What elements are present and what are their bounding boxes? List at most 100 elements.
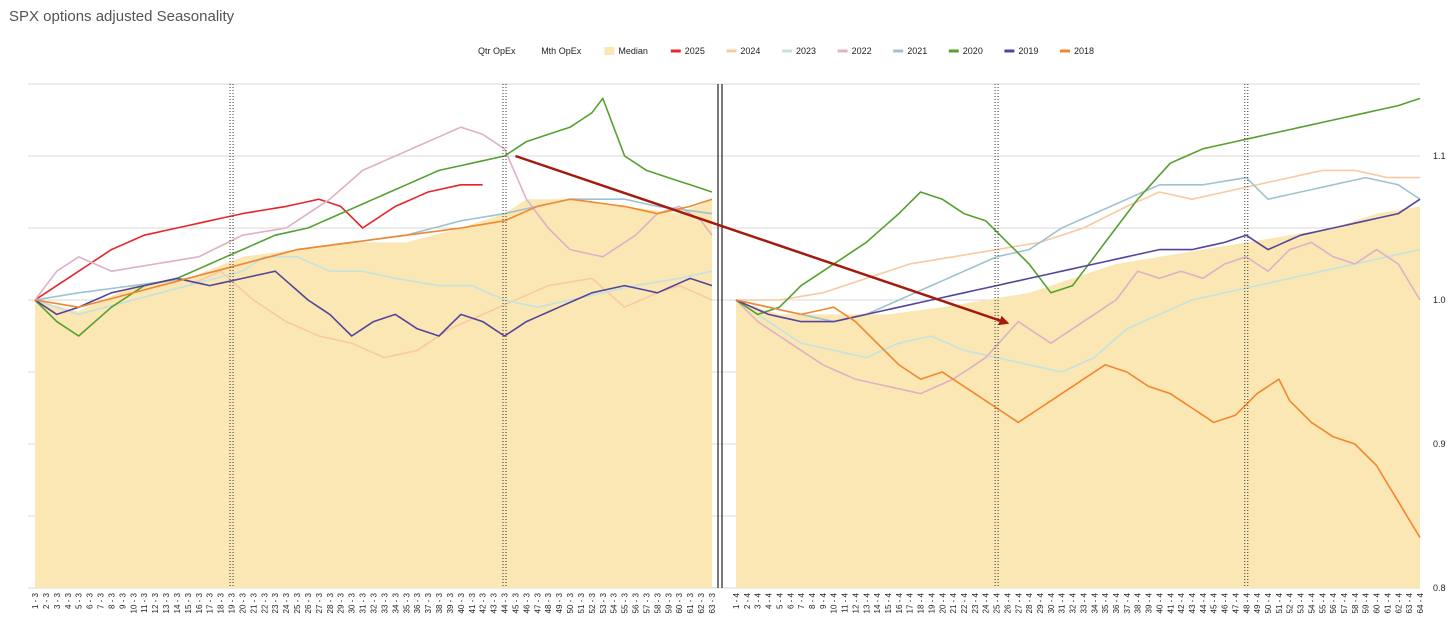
- x-tick-label: 5 - 3: [75, 592, 84, 609]
- x-tick-label: 57 - 3: [643, 592, 652, 613]
- legend-item-qtr-opex[interactable]: Qtr OpEx: [478, 46, 516, 56]
- x-tick-label: 10 - 3: [129, 592, 138, 613]
- x-tick-label: 11 - 3: [140, 592, 149, 612]
- x-tick-label: 58 - 3: [653, 592, 662, 613]
- x-tick-label: 63 - 4: [1405, 592, 1414, 613]
- x-tick-label: 14 - 3: [173, 592, 182, 613]
- x-tick-label: 18 - 4: [917, 592, 926, 613]
- x-tick-label: 17 - 3: [206, 592, 215, 613]
- legend-item-2022[interactable]: 2022: [837, 46, 872, 56]
- x-tick-label: 60 - 4: [1373, 592, 1382, 613]
- x-tick-label: 60 - 3: [675, 592, 684, 613]
- x-tick-label: 21 - 3: [249, 592, 258, 613]
- x-tick-label: 53 - 3: [599, 592, 608, 613]
- x-tick-label: 38 - 4: [1134, 592, 1143, 613]
- x-tick-label: 34 - 3: [391, 592, 400, 613]
- x-tick-label: 36 - 4: [1112, 592, 1121, 613]
- x-tick-label: 2 - 3: [42, 592, 51, 609]
- legend-item-2019[interactable]: 2019: [1004, 46, 1038, 56]
- x-tick-label: 3 - 3: [53, 592, 62, 609]
- x-tick-label: 8 - 3: [107, 592, 116, 609]
- x-tick-label: 52 - 3: [588, 592, 597, 613]
- series-2025-q3: [34, 184, 483, 301]
- x-tick-label: 43 - 3: [490, 592, 499, 613]
- x-tick-label: 48 - 3: [544, 592, 553, 613]
- x-tick-label: 62 - 3: [697, 592, 706, 613]
- x-tick-label: 37 - 3: [424, 592, 433, 613]
- x-tick-label: 32 - 4: [1069, 592, 1078, 613]
- x-tick-label: 49 - 3: [555, 592, 564, 613]
- x-tick-label: 9 - 3: [118, 592, 127, 609]
- x-tick-label: 23 - 4: [971, 592, 980, 613]
- x-tick-label: 47 - 3: [533, 592, 542, 613]
- x-tick-label: 35 - 3: [402, 592, 411, 613]
- x-tick-label: 61 - 4: [1383, 592, 1392, 613]
- legend-item-2025[interactable]: 2025: [670, 46, 705, 56]
- x-tick-label: 34 - 4: [1090, 592, 1099, 613]
- x-tick-label: 61 - 3: [686, 592, 695, 613]
- legend-item-2021[interactable]: 2021: [893, 46, 927, 56]
- x-tick-label: 54 - 4: [1307, 592, 1316, 613]
- series-2018-q4: [735, 299, 1421, 539]
- x-tick-label: 28 - 3: [326, 592, 335, 613]
- x-tick-label: 6 - 3: [86, 592, 95, 609]
- x-tick-label: 59 - 3: [664, 592, 673, 613]
- x-tick-label: 1 - 3: [31, 592, 40, 609]
- x-tick-label: 53 - 4: [1297, 592, 1306, 613]
- series-2020-q4: [735, 97, 1421, 316]
- x-tick-label: 42 - 4: [1177, 592, 1186, 613]
- x-tick-label: 37 - 4: [1123, 592, 1132, 613]
- x-tick-label: 15 - 4: [884, 592, 893, 613]
- x-tick-label: 19 - 4: [927, 592, 936, 613]
- series-2019-q3: [34, 270, 713, 337]
- x-tick-label: 62 - 4: [1394, 592, 1403, 613]
- x-tick-label: 4 - 3: [64, 592, 73, 609]
- chart-title: SPX options adjusted Seasonality: [9, 8, 235, 25]
- x-tick-label: 8 - 4: [808, 592, 817, 609]
- x-tick-label: 35 - 4: [1101, 592, 1110, 613]
- legend-item-2024[interactable]: 2024: [726, 46, 760, 56]
- x-tick-label: 12 - 4: [851, 592, 860, 613]
- x-tick-label: 40 - 4: [1155, 592, 1164, 613]
- x-tick-label: 33 - 4: [1079, 592, 1088, 613]
- x-tick-label: 3 - 4: [754, 592, 763, 609]
- series-2023-q3: [34, 256, 713, 316]
- x-tick-label: 1 - 4: [732, 592, 741, 609]
- y-tick-label: 1.1: [1433, 151, 1446, 161]
- legend-label: Qtr OpEx: [478, 46, 516, 56]
- x-tick-label: 18 - 3: [217, 592, 226, 613]
- x-tick-label: 40 - 3: [457, 592, 466, 613]
- x-tick-label: 7 - 3: [97, 592, 106, 609]
- x-tick-label: 56 - 3: [632, 592, 641, 613]
- x-tick-label: 2 - 4: [743, 592, 752, 609]
- x-tick-label: 31 - 3: [359, 592, 368, 613]
- x-tick-label: 63 - 3: [708, 592, 717, 613]
- x-tick-label: 23 - 3: [271, 592, 280, 613]
- x-tick-label: 20 - 3: [239, 592, 248, 613]
- x-tick-label: 22 - 4: [960, 592, 969, 613]
- trend-arrow: [515, 154, 1010, 326]
- x-tick-label: 27 - 4: [1014, 592, 1023, 613]
- x-tick-label: 48 - 4: [1242, 592, 1251, 613]
- x-tick-label: 43 - 4: [1188, 592, 1197, 613]
- legend-item-mth-opex[interactable]: Mth OpEx: [541, 46, 582, 56]
- x-tick-label: 55 - 3: [621, 592, 630, 613]
- x-tick-label: 46 - 4: [1221, 592, 1230, 613]
- legend-item-median[interactable]: Median: [604, 46, 648, 56]
- y-tick-label: 1.0: [1433, 295, 1446, 305]
- legend-item-2020[interactable]: 2020: [948, 46, 983, 56]
- x-tick-label: 17 - 4: [906, 592, 915, 613]
- series-2022-q3: [34, 126, 713, 301]
- x-tick-label: 14 - 4: [873, 592, 882, 613]
- series-2022-q4: [735, 241, 1421, 395]
- series-2023-q4: [735, 248, 1421, 373]
- plot-layer: [34, 97, 1421, 588]
- legend-item-2023[interactable]: 2023: [782, 46, 816, 56]
- x-tick-label: 29 - 3: [337, 592, 346, 613]
- legend-item-2018[interactable]: 2018: [1060, 46, 1094, 56]
- x-tick-label: 13 - 3: [162, 592, 171, 613]
- legend-label: 2025: [685, 46, 705, 56]
- x-tick-label: 51 - 3: [577, 592, 586, 613]
